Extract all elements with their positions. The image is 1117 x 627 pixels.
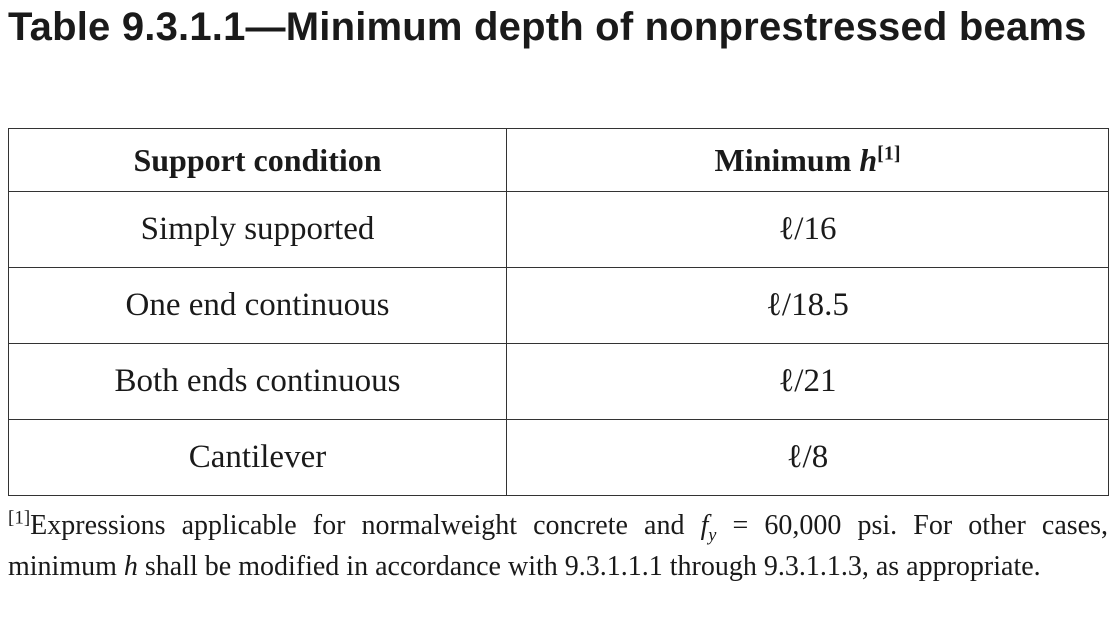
table-title: Table 9.3.1.1—Minimum depth of nonprestr…	[8, 5, 1087, 49]
cell-support-condition: One end continuous	[8, 267, 507, 344]
cell-support-condition: Simply supported	[8, 191, 507, 268]
footnote-var-h: h	[123, 551, 138, 582]
footnote-text-part3: shall be modified in accordance with 9.3…	[137, 551, 1041, 582]
cell-minimum-h: ℓ/18.5	[506, 267, 1109, 344]
cell-support-condition: Cantilever	[8, 419, 507, 496]
header-minimum-h: Minimum h[1]	[506, 128, 1109, 192]
footnote-text-part2: = 60,000 psi. For other cases, minimum	[8, 510, 1108, 582]
table-row: Both ends continuous ℓ/21	[8, 343, 1109, 420]
header-minimum-prefix: Minimum	[714, 141, 860, 178]
header-footnote-ref: [1]	[877, 141, 901, 164]
header-minimum-h-var: h	[859, 141, 878, 178]
table-row: Simply supported ℓ/16	[8, 191, 1109, 268]
cell-support-condition: Both ends continuous	[8, 343, 507, 420]
header-support-condition: Support condition	[8, 128, 507, 192]
minimum-depth-table: Support condition Minimum h[1] Simply su…	[8, 128, 1109, 496]
table-header-row: Support condition Minimum h[1]	[8, 128, 1109, 192]
cell-minimum-h: ℓ/8	[506, 419, 1109, 496]
table-row: Cantilever ℓ/8	[8, 419, 1109, 496]
footnote-var-f-subscript: y	[708, 524, 717, 545]
cell-minimum-h: ℓ/16	[506, 191, 1109, 268]
cell-minimum-h: ℓ/21	[506, 343, 1109, 420]
footnote-marker: [1]	[8, 507, 31, 529]
table-footnote: [1]Expressions applicable for normalweig…	[8, 505, 1108, 587]
footnote-text-part1: Expressions applicable for normalweight …	[30, 510, 701, 541]
table-row: One end continuous ℓ/18.5	[8, 267, 1109, 344]
footnote-var-f: f	[700, 510, 709, 541]
